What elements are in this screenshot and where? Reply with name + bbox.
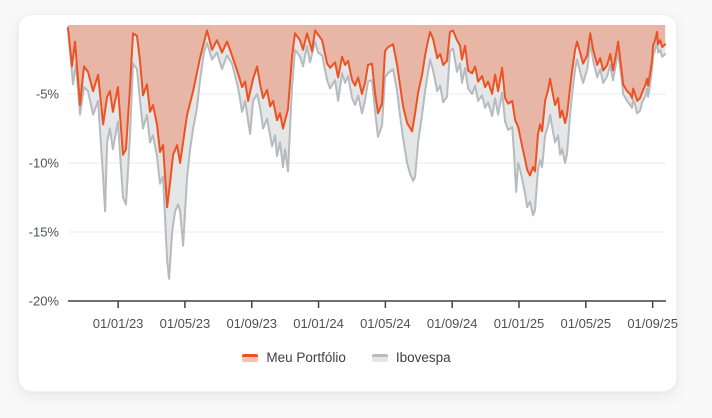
y-axis-labels: -5% -10% -15% -20% xyxy=(29,87,60,309)
x-tick-label: 01/09/24 xyxy=(427,316,478,331)
legend-label-ibovespa: Ibovespa xyxy=(395,350,451,365)
y-tick-label: -15% xyxy=(29,225,60,240)
x-tick-label: 01/09/25 xyxy=(627,316,678,331)
y-tick-label: -5% xyxy=(36,87,60,102)
legend-label-meu-portfolio: Meu Portfólio xyxy=(266,350,346,365)
y-tick-label: -10% xyxy=(29,156,60,171)
series-line-meu-portf-lio xyxy=(67,26,667,209)
x-tick-label: 01/01/23 xyxy=(93,316,144,331)
series-line-ibovespa xyxy=(67,28,667,280)
series-area-meu-portf-lio xyxy=(68,25,666,208)
y-tick-label: -20% xyxy=(29,294,60,309)
legend-item-meu-portfolio[interactable]: Meu Portfólio xyxy=(242,350,346,365)
x-tick-label: 01/05/23 xyxy=(160,316,211,331)
legend-swatch-ibovespa xyxy=(371,353,388,362)
series-meu-portf-lio xyxy=(67,25,667,209)
legend-item-ibovespa[interactable]: Ibovespa xyxy=(371,350,451,365)
x-tick-label: 01/05/25 xyxy=(561,316,612,331)
series-area-ibovespa xyxy=(68,25,666,279)
x-tick-label: 01/09/23 xyxy=(226,316,277,331)
series-ibovespa xyxy=(67,25,667,280)
x-tick-label: 01/01/25 xyxy=(494,316,545,331)
x-axis: 01/01/23 01/05/23 01/09/23 01/01/24 01/05/24… xyxy=(68,300,678,331)
x-tick-label: 01/05/24 xyxy=(360,316,411,331)
chart-legend: Meu Portfólio Ibovespa xyxy=(18,350,675,365)
x-tick-label: 01/01/24 xyxy=(293,316,344,331)
legend-swatch-meu-portfolio xyxy=(242,353,259,362)
